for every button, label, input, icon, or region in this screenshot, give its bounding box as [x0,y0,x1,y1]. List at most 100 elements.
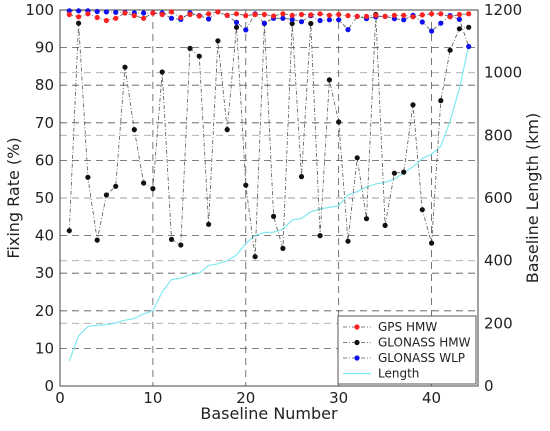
data-point-glonass-wlp [280,15,286,21]
data-point-glonass-wlp [438,20,444,26]
data-point-glonass-wlp [345,27,351,33]
y-left-tick-label: 80 [35,76,54,94]
data-point-gps-hmw [419,12,425,18]
data-point-gps-hmw [354,13,360,19]
data-point-glonass-wlp [233,19,240,25]
data-point-glonass-hmw [168,236,175,242]
y-left-tick-label: 10 [35,339,54,357]
series-line-gps-hmw [69,11,469,21]
data-point-gps-hmw [429,11,435,17]
y-left-tick-label: 50 [35,189,54,207]
data-point-glonass-hmw [206,221,212,227]
x-tick-label: 30 [329,389,348,407]
legend-marker-glonass-wlp [354,355,360,361]
data-point-gps-hmw [113,15,119,21]
x-tick-label: 40 [422,389,441,407]
data-point-glonass-wlp [113,9,119,15]
legend-label-gps-hmw: GPS HMW [378,320,437,334]
legend-marker-glonass-hmw [354,339,360,346]
data-point-glonass-hmw [196,53,202,59]
y-right-tick-label: 200 [484,314,513,332]
data-point-glonass-hmw [141,180,147,186]
data-point-gps-hmw [76,14,82,20]
data-point-gps-hmw [410,14,416,20]
data-point-gps-hmw [447,14,453,20]
left-y-axis-label: Fixing Rate (%) [4,137,23,258]
data-point-gps-hmw [280,11,286,17]
data-point-gps-hmw [224,12,230,18]
data-point-gps-hmw [141,15,147,21]
y-left-tick-label: 40 [35,227,54,245]
data-point-glonass-hmw [438,98,444,104]
legend-entry-glonass-wlp: GLONASS WLP [343,351,465,365]
data-point-glonass-wlp [66,8,72,14]
x-axis-label: Baseline Number [200,404,338,423]
data-point-gps-hmw [122,10,128,16]
right-y-axis-label: Baseline Length (km) [523,113,542,284]
data-point-gps-hmw [66,11,72,18]
data-point-gps-hmw [215,9,221,15]
data-point-glonass-hmw [354,155,360,161]
data-point-glonass-hmw [150,186,156,192]
data-point-gps-hmw [317,11,323,17]
data-point-gps-hmw [94,14,100,21]
legend-label-glonass-wlp: GLONASS WLP [378,351,465,365]
data-point-glonass-hmw [410,102,416,108]
series-line-glonass-wlp [69,10,470,47]
data-point-gps-hmw [261,11,267,18]
data-point-gps-hmw [466,11,472,17]
data-point-glonass-wlp [103,9,109,15]
data-point-glonass-hmw [271,213,277,219]
data-point-gps-hmw [159,11,165,18]
plot-frame [59,9,479,387]
y-right-tick-label: 0 [484,377,494,395]
data-point-glonass-hmw [456,26,462,32]
data-point-glonass-wlp [289,16,295,22]
data-point-glonass-hmw [215,38,221,44]
data-point-gps-hmw [456,11,462,18]
data-point-glonass-wlp [141,10,147,16]
y-left-tick-label: 20 [35,302,54,320]
data-point-glonass-hmw [308,20,314,27]
data-point-gps-hmw [150,10,156,16]
y-left-tick-label: 30 [35,264,54,282]
data-point-glonass-hmw [103,192,109,198]
data-point-glonass-hmw [243,182,249,188]
data-point-glonass-wlp [94,8,100,15]
data-point-glonass-hmw [122,64,128,70]
data-point-gps-hmw [271,13,277,19]
y-right-tick-label: 800 [484,126,513,144]
legend-entry-glonass-hmw: GLONASS HMW [343,336,471,350]
data-point-gps-hmw [252,11,258,18]
data-point-glonass-wlp [76,8,82,14]
y-right-tick-label: 1000 [484,64,522,82]
y-left-tick-label: 90 [35,39,54,57]
tick-labels: 0102030405060708090100020040060080010001… [25,1,522,407]
legend-entry-length: Length [343,367,419,381]
data-point-glonass-wlp [456,16,462,22]
legend-entry-gps-hmw: GPS HMW [343,320,437,334]
data-point-gps-hmw [103,17,109,24]
y-left-tick-label: 100 [25,1,54,19]
data-point-gps-hmw [298,11,305,18]
data-point-glonass-hmw [363,216,370,222]
series-layer [66,8,472,362]
data-point-glonass-hmw [447,47,453,53]
data-point-glonass-hmw [401,169,407,175]
data-point-gps-hmw [373,12,379,18]
x-tick-label: 10 [143,389,162,407]
x-tick-label: 0 [55,389,65,407]
data-point-glonass-wlp [206,16,212,22]
legend-label-length: Length [378,367,419,381]
data-point-gps-hmw [243,13,249,19]
data-point-gps-hmw [363,13,370,19]
data-point-glonass-hmw [336,119,342,125]
data-point-glonass-hmw [280,245,286,251]
data-point-gps-hmw [168,9,175,15]
data-point-glonass-wlp [317,17,323,24]
data-point-glonass-wlp [401,17,407,23]
series-glonass-wlp [66,8,472,50]
